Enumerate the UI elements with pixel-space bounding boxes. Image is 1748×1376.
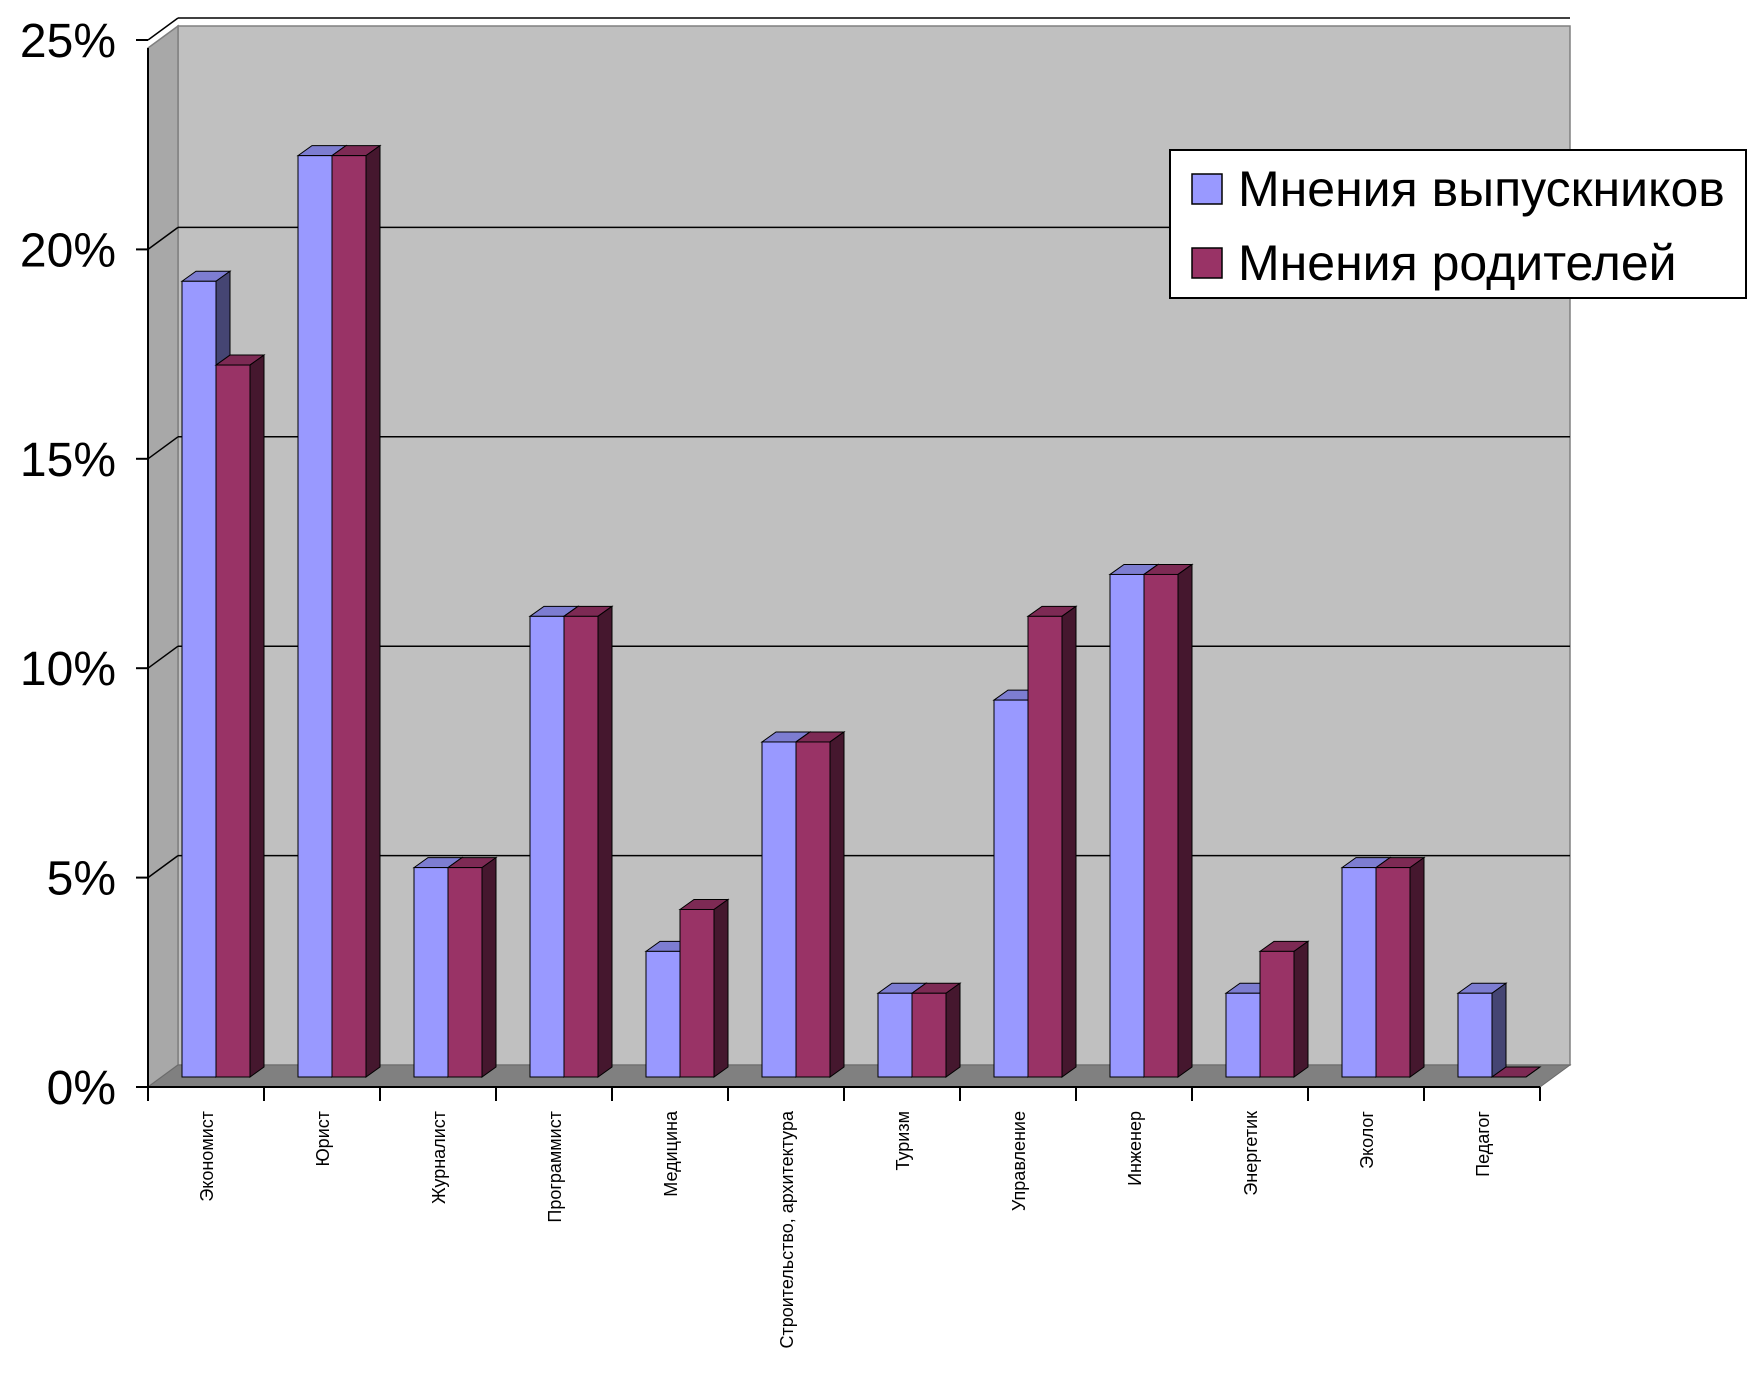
x-tick-label: Строительство, архитектура — [777, 1110, 797, 1349]
legend-label-graduates: Мнения выпускников — [1238, 161, 1725, 217]
legend: Мнения выпускников Мнения родителей — [1170, 150, 1746, 298]
y-tick-label: 0% — [47, 1062, 116, 1115]
legend-label-parents: Мнения родителей — [1238, 235, 1677, 291]
y-tick-label: 20% — [20, 224, 116, 277]
x-tick-label: Юрист — [313, 1111, 333, 1167]
x-tick-label: Энергетик — [1241, 1111, 1261, 1196]
y-tick-label: 5% — [47, 853, 116, 906]
bar-parents — [912, 983, 960, 1077]
x-tick-label: Медицина — [661, 1110, 681, 1197]
y-tick-label: 25% — [20, 15, 116, 68]
x-tick-label: Педагог — [1473, 1111, 1493, 1177]
y-tick-label: 10% — [20, 643, 116, 696]
bar-parents — [680, 899, 728, 1077]
x-tick-label: Экономист — [197, 1111, 217, 1202]
bar-parents — [796, 732, 844, 1077]
bar-parents — [448, 858, 496, 1077]
x-tick-label: Управление — [1009, 1111, 1029, 1211]
bar-parents — [1144, 564, 1192, 1077]
bar-graduates — [1458, 983, 1506, 1077]
bar-parents — [1028, 606, 1076, 1077]
bar-parents — [332, 146, 380, 1077]
bar-parents — [1260, 941, 1308, 1077]
y-axis-tick-labels: 0% 5% 10% 15% 20% 25% — [20, 15, 116, 1115]
bar-parents — [216, 355, 264, 1077]
x-tick-label: Программист — [545, 1111, 565, 1223]
side-wall — [148, 26, 178, 1087]
x-tick-label: Эколог — [1357, 1111, 1377, 1169]
bar-parents — [1376, 858, 1424, 1077]
x-tick-label: Туризм — [893, 1111, 913, 1170]
x-axis-tick-labels: Экономист Юрист Журналист Программист Медици… — [197, 1110, 1493, 1349]
x-tick-label: Журналист — [429, 1111, 449, 1204]
legend-swatch-graduates — [1192, 174, 1222, 204]
legend-swatch-parents — [1192, 248, 1222, 278]
x-tick-label: Инженер — [1125, 1111, 1145, 1186]
bar-parents — [564, 606, 612, 1077]
y-tick-label: 15% — [20, 434, 116, 487]
